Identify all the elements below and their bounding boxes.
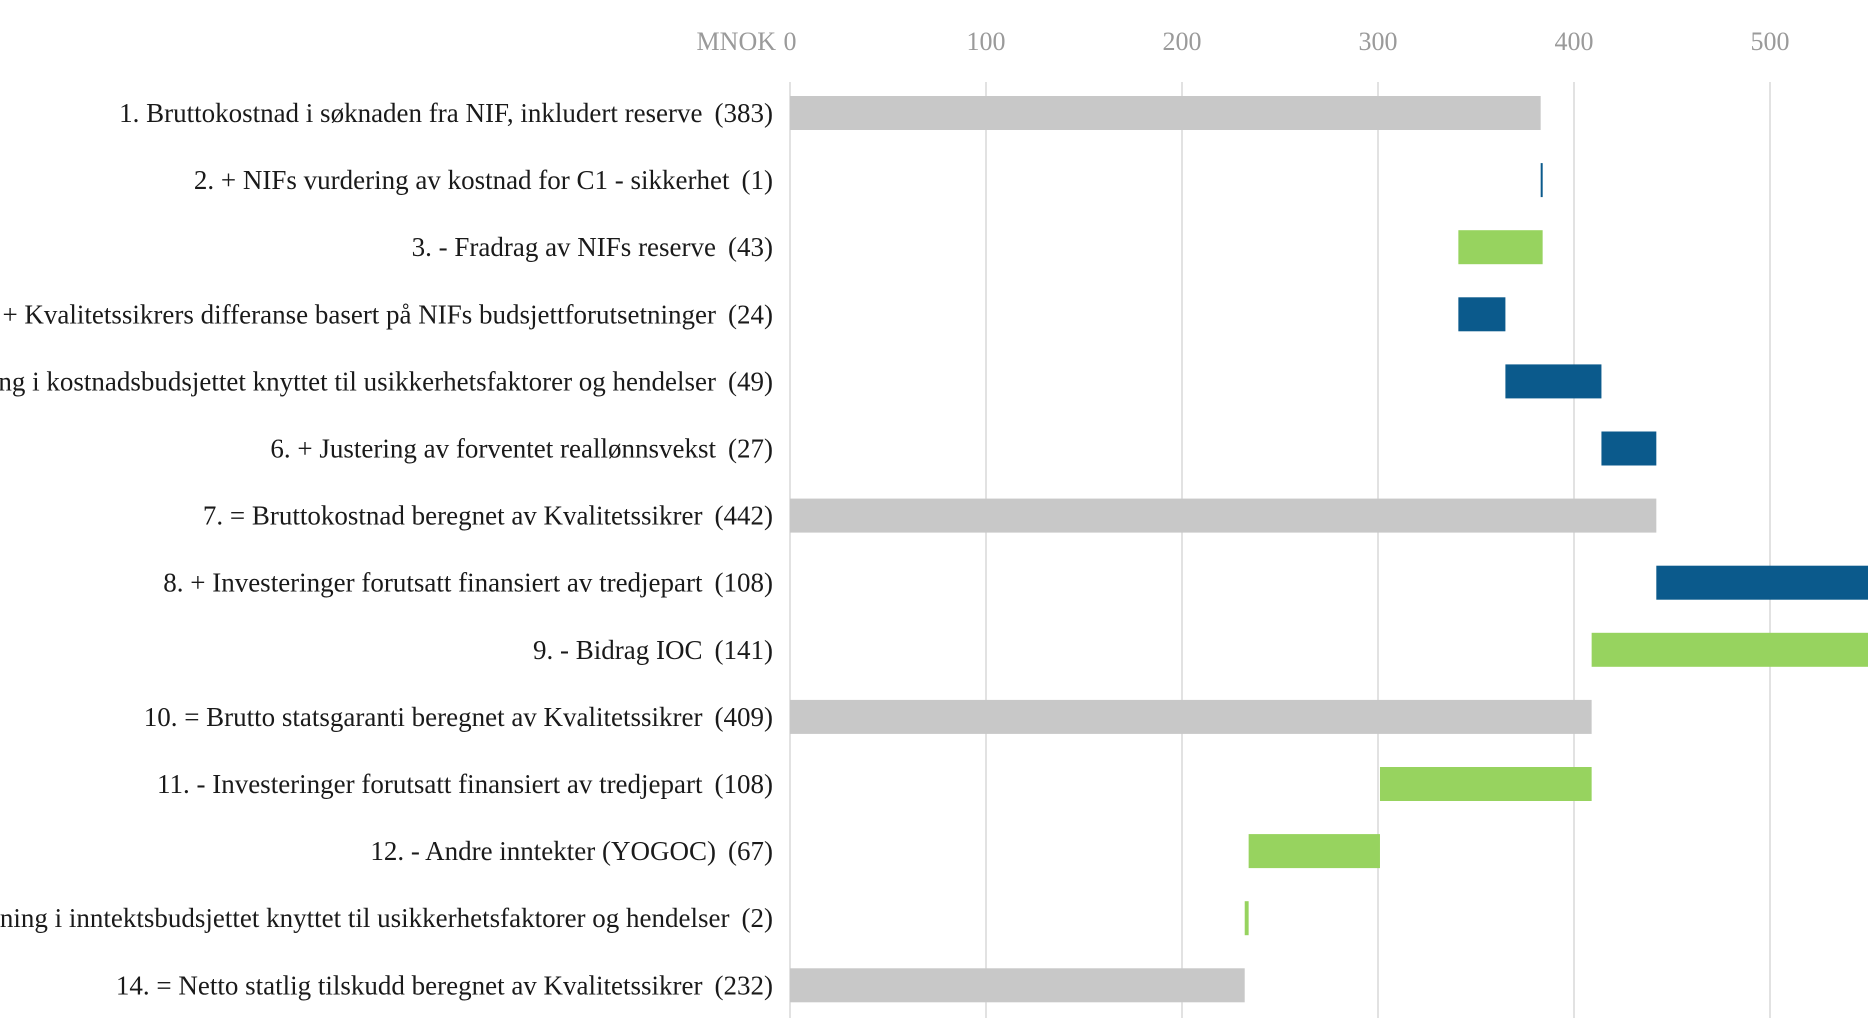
category-label-text: 11. - Investeringer forutsatt finansiert… — [157, 769, 703, 799]
bar-1 — [790, 96, 1541, 130]
category-value-label: (442) — [715, 501, 773, 531]
category-label-text: 4. + Kvalitetssikrers differanse basert … — [0, 299, 716, 329]
bar-5 — [1505, 364, 1602, 399]
category-label-5: 5. + Differanse i avsetning i kostnadsbu… — [0, 366, 773, 396]
category-value-label: (141) — [715, 635, 773, 665]
category-label-text: 8. + Investeringer forutsatt finansiert … — [163, 568, 703, 598]
bar-9 — [1591, 632, 1868, 667]
category-value-label: (49) — [728, 366, 773, 396]
category-label-3: 3. - Fradrag av NIFs reserve (43) — [412, 232, 773, 262]
category-label-text: 7. = Bruttokostnad beregnet av Kvalitets… — [203, 501, 703, 531]
category-value-label: (2) — [742, 903, 773, 933]
category-value-label: (24) — [728, 299, 773, 329]
category-label-4: 4. + Kvalitetssikrers differanse basert … — [0, 299, 773, 329]
category-value-label: (383) — [715, 98, 773, 128]
category-label-9: 9. - Bidrag IOC (141) — [533, 635, 773, 665]
category-label-text: 6. + Justering av forventet reallønnsvek… — [270, 434, 716, 464]
category-value-label: (108) — [715, 769, 773, 799]
category-label-1: 1. Bruttokostnad i søknaden fra NIF, ink… — [119, 98, 773, 128]
category-label-text: 14. = Netto statlig tilskudd beregnet av… — [116, 970, 703, 1000]
category-label-14: 14. = Netto statlig tilskudd beregnet av… — [116, 970, 773, 1000]
category-label-text: 9. - Bidrag IOC — [533, 635, 702, 665]
category-value-label: (409) — [715, 702, 773, 732]
unit-label: MNOK — [697, 27, 777, 56]
category-label-10: 10. = Brutto statsgaranti beregnet av Kv… — [144, 702, 773, 732]
bar-7 — [790, 498, 1657, 533]
bar-4 — [1458, 297, 1506, 332]
category-label-7: 7. = Bruttokostnad beregnet av Kvalitets… — [203, 501, 773, 531]
bar-11 — [1379, 767, 1592, 801]
category-value-label: (108) — [715, 568, 773, 598]
bar-13 — [1244, 901, 1249, 936]
category-label-8: 8. + Investeringer forutsatt finansiert … — [163, 568, 773, 598]
category-label-text: 10. = Brutto statsgaranti beregnet av Kv… — [144, 702, 703, 732]
bar-12 — [1248, 834, 1380, 869]
x-tick-label-500: 500 — [1751, 27, 1790, 56]
bar-6 — [1601, 431, 1657, 466]
x-tick-label-200: 200 — [1163, 27, 1202, 56]
category-label-text: 3. - Fradrag av NIFs reserve — [412, 232, 716, 262]
category-label-2: 2. + NIFs vurdering av kostnad for C1 - … — [194, 165, 773, 195]
category-label-text: 12. - Andre inntekter (YOGOC) — [370, 836, 716, 866]
category-value-label: (232) — [715, 970, 773, 1000]
x-tick-label-100: 100 — [967, 27, 1006, 56]
category-label-13: 13. - Avsetning i inntektsbudsjettet kny… — [0, 903, 773, 933]
category-label-11: 11. - Investeringer forutsatt finansiert… — [157, 769, 773, 799]
category-label-6: 6. + Justering av forventet reallønnsvek… — [270, 434, 773, 464]
category-label-text: 5. + Differanse i avsetning i kostnadsbu… — [0, 366, 716, 396]
category-label-text: 13. - Avsetning i inntektsbudsjettet kny… — [0, 903, 730, 933]
x-tick-label-400: 400 — [1555, 27, 1594, 56]
bar-10 — [790, 699, 1592, 734]
x-tick-label-0: 0 — [784, 27, 797, 56]
category-value-label: (67) — [728, 836, 773, 866]
bar-3 — [1458, 230, 1543, 265]
category-value-label: (1) — [742, 165, 773, 195]
bar-14 — [790, 968, 1245, 1003]
category-value-label: (43) — [728, 232, 773, 262]
category-label-12: 12. - Andre inntekter (YOGOC) (67) — [370, 836, 773, 866]
bar-8 — [1656, 565, 1868, 600]
category-value-label: (27) — [728, 434, 773, 464]
x-tick-label-300: 300 — [1359, 27, 1398, 56]
bar-2 — [1540, 163, 1543, 198]
category-label-text: 2. + NIFs vurdering av kostnad for C1 - … — [194, 165, 730, 195]
category-label-text: 1. Bruttokostnad i søknaden fra NIF, ink… — [119, 98, 702, 128]
